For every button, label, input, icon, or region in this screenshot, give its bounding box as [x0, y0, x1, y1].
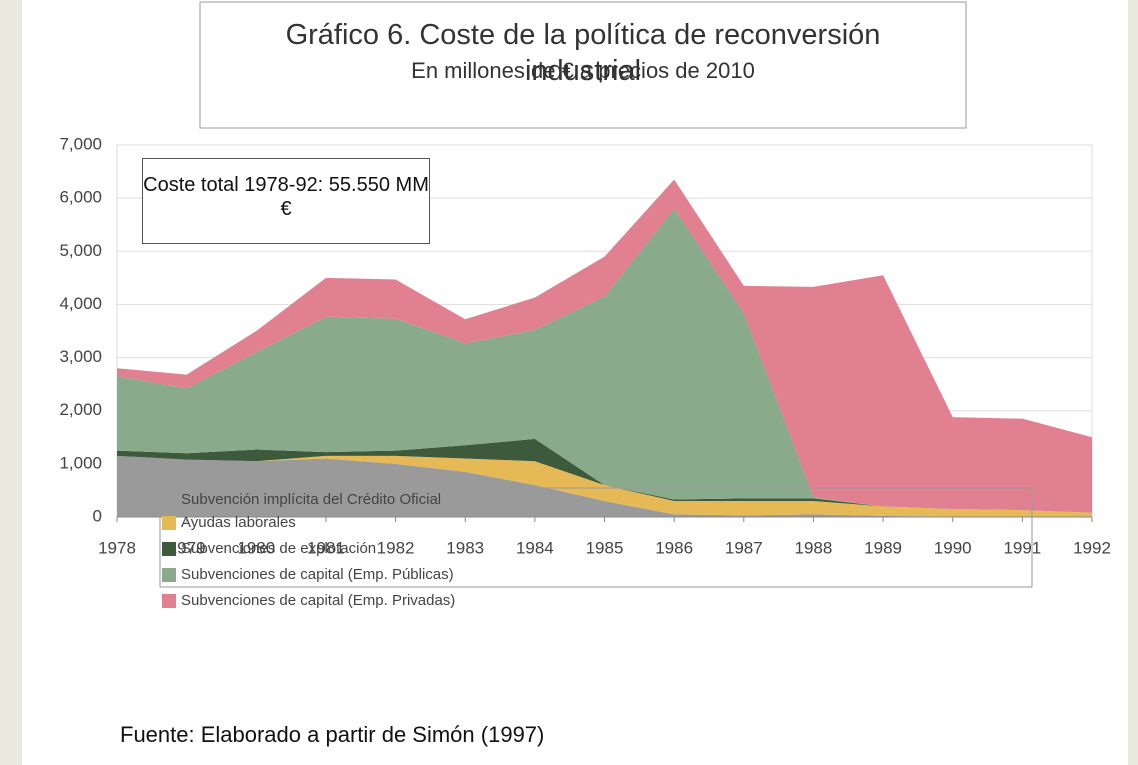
area — [117, 455, 1092, 517]
x-tick-label: 1980 — [237, 538, 275, 557]
x-tick-label: 1982 — [377, 538, 415, 557]
x-tick-label: 1988 — [795, 538, 833, 557]
source: Fuente: Elaborado a partir de Simón (199… — [120, 722, 545, 747]
legend-label: Subvenciones de explotación — [181, 540, 376, 557]
y-tick-label: 0 — [93, 506, 102, 525]
x-tick-label: 1986 — [655, 538, 693, 557]
legend-label: Ayudas laborales — [181, 514, 296, 531]
y-tick-label: 7,000 — [59, 134, 102, 153]
x-tick-label: 1987 — [725, 538, 763, 557]
area — [117, 208, 1092, 513]
legend-swatch — [162, 516, 176, 530]
x-tick-label: 1984 — [516, 538, 554, 557]
x-tick-label: 1990 — [934, 538, 972, 557]
area — [117, 455, 1092, 517]
legend-swatch — [162, 542, 176, 556]
y-tick-label: 2,000 — [59, 400, 102, 419]
chart-title-line: Gráfico 6. Coste de la política de recon… — [286, 19, 881, 51]
legend-box — [159, 487, 1033, 588]
legend-swatch — [162, 493, 176, 507]
legend-label: Subvención implícita del Crédito Oficial — [181, 491, 441, 508]
y-tick-label: 1,000 — [59, 453, 102, 472]
legend-label: Subvenciones de capital (Emp. Privadas) — [181, 592, 455, 609]
y-tick-label: 4,000 — [59, 294, 102, 313]
title-box — [199, 1, 967, 129]
x-tick-label: 1989 — [864, 538, 902, 557]
y-tick-label: 6,000 — [59, 188, 102, 207]
y-tick-label: 5,000 — [59, 241, 102, 260]
area — [117, 179, 1092, 513]
x-tick-label: 1991 — [1003, 538, 1041, 557]
chart-title: Gráfico 6. Coste de la política de recon… — [286, 19, 881, 87]
x-tick-label: 1981 — [307, 538, 345, 557]
x-tick-label: 1985 — [586, 538, 624, 557]
legend-swatch — [162, 594, 176, 608]
x-tick-label: 1983 — [446, 538, 484, 557]
legend-swatch — [162, 568, 176, 582]
chart-subtitle: En millones de € a precios de 2010 — [411, 58, 755, 83]
annotation: Coste total 1978-92: 55.550 MM € — [142, 158, 430, 244]
x-tick-label: 1992 — [1073, 538, 1111, 557]
y-tick-label: 3,000 — [59, 347, 102, 366]
chart-title-line: industrial — [525, 55, 641, 87]
legend-label: Subvenciones de capital (Emp. Públicas) — [181, 566, 454, 583]
x-tick-label: 1978 — [98, 538, 136, 557]
x-tick-label: 1979 — [168, 538, 206, 557]
